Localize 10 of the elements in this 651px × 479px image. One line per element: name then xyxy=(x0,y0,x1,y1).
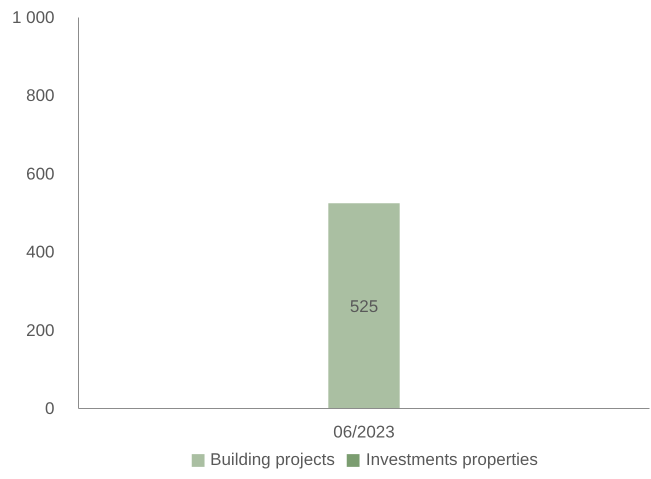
y-tick-label: 800 xyxy=(26,86,55,106)
legend-label: Investments properties xyxy=(366,450,538,470)
y-tick-label: 1 000 xyxy=(12,8,55,27)
legend-label: Building projects xyxy=(210,450,335,470)
data-label: 525 xyxy=(350,296,378,316)
y-tick-label: 0 xyxy=(45,399,55,418)
y-tick-label: 400 xyxy=(26,242,55,262)
y-tick-label: 600 xyxy=(26,164,55,184)
y-tick-label: 200 xyxy=(26,320,55,340)
x-tick-label: 06/2023 xyxy=(333,422,395,442)
